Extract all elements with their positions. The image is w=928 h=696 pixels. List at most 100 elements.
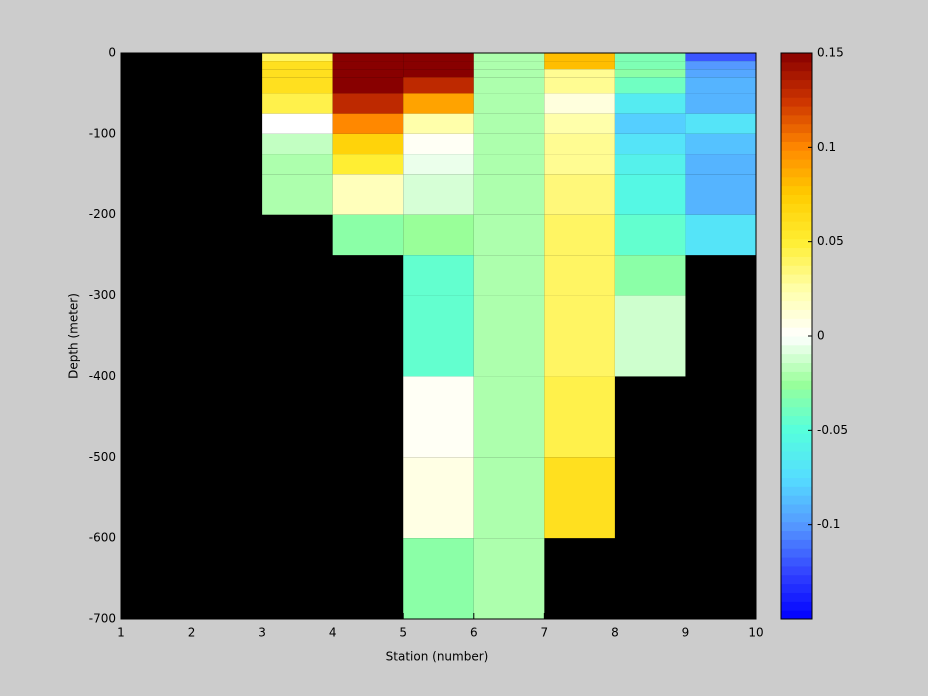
heatmap-cell [332, 214, 404, 256]
heatmap-cell [614, 154, 686, 175]
heatmap-cell [544, 61, 615, 70]
colorbar-swatch [781, 601, 812, 611]
x-tick-label: 6 [470, 626, 478, 640]
x-tick-label: 10 [748, 626, 763, 640]
heatmap-cell [403, 53, 474, 62]
colorbar-tick-label: -0.1 [817, 517, 840, 531]
heatmap-cell [473, 53, 545, 62]
colorbar-tick-label: 0.15 [817, 46, 844, 60]
y-tick-label: 0 [108, 46, 116, 60]
colorbar-swatch [781, 459, 812, 470]
heatmap-cell [262, 113, 333, 134]
heatmap-cell [685, 93, 756, 114]
colorbar-swatch [781, 265, 812, 275]
colorbar-swatch [781, 539, 812, 549]
colorbar-swatch [781, 309, 812, 319]
colorbar-swatch [781, 79, 812, 89]
heatmap-cell [544, 133, 615, 155]
heatmap-cell [332, 77, 404, 94]
heatmap-cell [332, 93, 404, 114]
heatmap-cell [614, 255, 686, 296]
x-tick-label: 2 [188, 626, 196, 640]
colorbar-swatch [781, 433, 812, 443]
colorbar-swatch [781, 291, 812, 302]
x-tick-label: 9 [682, 626, 690, 640]
heatmap-cell [614, 295, 686, 377]
colorbar-swatch [781, 371, 812, 381]
colorbar-swatch [781, 583, 812, 593]
heatmap-cell [403, 93, 474, 114]
heatmap-cell [544, 214, 615, 256]
heatmap-cell [332, 113, 404, 134]
heatmap-cell [685, 214, 756, 256]
colorbar-swatch [781, 106, 812, 116]
colorbar-swatch [781, 229, 812, 240]
heatmap-cell [473, 538, 545, 619]
heatmap-cell [473, 133, 545, 155]
heatmap-cell [685, 174, 756, 215]
heatmap-cell [544, 376, 615, 458]
colorbar-swatch [781, 424, 812, 434]
heatmap-cell [262, 133, 333, 155]
heatmap-cell [403, 538, 474, 619]
colorbar-swatch [781, 97, 812, 107]
x-tick-label: 8 [611, 626, 619, 640]
colorbar-swatch [781, 389, 812, 399]
colorbar-swatch [781, 123, 812, 134]
heatmap-cell [262, 154, 333, 175]
x-tick-label: 1 [117, 626, 125, 640]
colorbar-swatch [781, 380, 812, 390]
colorbar-swatch [781, 415, 812, 425]
heatmap-cell [685, 154, 756, 175]
colorbar-swatch [781, 362, 812, 372]
colorbar-swatch [781, 397, 812, 408]
heatmap-cell [332, 61, 404, 70]
colorbar-swatch [781, 282, 812, 293]
colorbar-swatch [781, 450, 812, 461]
heatmap-cell [544, 255, 615, 296]
plot-frame [120, 52, 757, 620]
y-tick-label: -200 [89, 207, 116, 221]
colorbar-swatch [781, 548, 812, 558]
heatmap-cell [614, 133, 686, 155]
heatmap-cell [332, 154, 404, 175]
colorbar-swatch [781, 203, 812, 213]
heatmap-cell [262, 77, 333, 94]
heatmap-cell [685, 69, 756, 78]
heatmap-cell [614, 69, 686, 78]
colorbar-swatch [781, 512, 812, 523]
heatmap-cell [403, 61, 474, 70]
colorbar-swatch [781, 159, 812, 169]
heatmap-cell [544, 295, 615, 377]
x-tick-label: 5 [399, 626, 407, 640]
heatmap-cell [403, 214, 474, 256]
heatmap-cell [262, 69, 333, 78]
y-axis-label: Depth (meter) [67, 293, 81, 379]
heatmap-cell [332, 133, 404, 155]
heatmap-cell [614, 77, 686, 94]
colorbar-swatch [781, 468, 812, 478]
heatmap-cell [403, 113, 474, 134]
heatmap-cell [403, 376, 474, 458]
heatmap-cell [614, 174, 686, 215]
heatmap-cell [685, 133, 756, 155]
colorbar-swatch [781, 167, 812, 178]
colorbar-swatch [781, 300, 812, 310]
heatmap-cell [685, 61, 756, 70]
y-tick-label: -600 [89, 531, 116, 545]
heatmap-cell [685, 53, 756, 62]
colorbar-swatch [781, 141, 812, 151]
colorbar-swatch [781, 70, 812, 81]
heatmap-cell [332, 174, 404, 215]
colorbar-swatch [781, 61, 812, 72]
y-tick-label: -100 [89, 126, 116, 140]
colorbar-swatch [781, 88, 812, 98]
heatmap-cell [473, 214, 545, 256]
heatmap-cell [544, 113, 615, 134]
colorbar-swatch [781, 212, 812, 222]
colorbar-swatch [781, 530, 812, 540]
colorbar-swatch [781, 477, 812, 487]
heatmap-cell [262, 174, 333, 215]
colorbar-swatch [781, 132, 812, 142]
